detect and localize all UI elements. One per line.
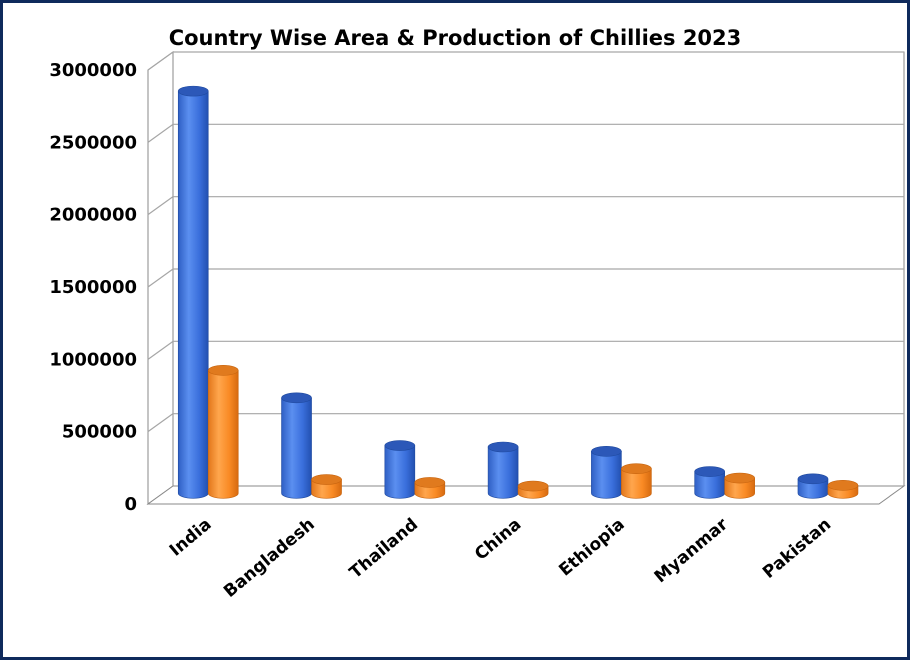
bar-series1	[797, 473, 829, 499]
x-tick-label: Thailand	[346, 515, 422, 583]
gridline-side	[147, 340, 174, 360]
gridline-side	[147, 51, 174, 71]
bar-body	[207, 370, 239, 499]
y-tick-label: 1500000	[49, 277, 137, 298]
bar-series2	[621, 463, 652, 499]
y-tick-label: 0	[124, 494, 137, 515]
chart-walls	[146, 51, 906, 505]
bar-body	[177, 90, 209, 499]
bar-series1	[591, 446, 622, 499]
bar-cap	[827, 480, 859, 491]
y-tick-labels: 0 500000 1000000 1500000 2000000 2500000 30000…	[49, 60, 137, 515]
bar-series2	[207, 365, 239, 499]
gridlines	[147, 51, 904, 433]
bar-cap	[487, 441, 519, 453]
bar-cap	[517, 480, 549, 492]
y-tick-label: 3000000	[49, 60, 137, 81]
bar-series1	[384, 440, 416, 499]
bar-cap	[724, 472, 755, 484]
bar-cap	[591, 446, 622, 457]
y-tick-label: 1000000	[49, 349, 137, 370]
y-tick-label: 2500000	[49, 132, 137, 153]
bar-series2	[311, 474, 342, 499]
bar-cap	[797, 473, 829, 485]
bar-cap	[281, 392, 312, 404]
bar-series1	[177, 85, 209, 499]
y-tick-label: 500000	[62, 422, 137, 443]
bar-body	[384, 445, 416, 499]
bar-body	[621, 468, 652, 499]
gridline-side	[147, 413, 174, 433]
x-tick-label: China	[471, 515, 525, 565]
bar-cap	[207, 365, 239, 376]
bar-series2	[517, 480, 549, 499]
x-tick-labels: India Bangladesh Thailand China Ethiopia Myan…	[166, 514, 835, 602]
gridline-side	[147, 123, 174, 143]
bar-cap	[414, 477, 446, 488]
bar-series1	[694, 466, 725, 499]
bar-cap	[694, 466, 725, 477]
y-tick-label: 2000000	[49, 205, 137, 226]
chart-title: Country Wise Area & Production of Chilli…	[169, 26, 742, 50]
bar-body	[281, 397, 312, 499]
gridline-side	[147, 196, 174, 216]
bar-body	[591, 451, 622, 499]
bar-cap	[384, 440, 416, 451]
x-tick-label: Ethiopia	[555, 515, 628, 581]
bar-series2	[724, 472, 755, 499]
bar-body	[311, 479, 342, 499]
x-tick-label: Bangladesh	[220, 515, 319, 602]
bar-body	[487, 446, 519, 499]
bars	[177, 85, 859, 499]
x-tick-label: Pakistan	[759, 515, 835, 583]
bar-series2	[414, 477, 446, 499]
bar-series1	[487, 441, 519, 499]
bar-series2	[827, 480, 859, 499]
bar-series1	[281, 392, 312, 499]
bar-cap	[177, 85, 209, 97]
bar-body	[724, 477, 755, 499]
x-tick-label: India	[166, 515, 216, 561]
bar-cap	[311, 474, 342, 485]
bar-cap	[621, 463, 652, 475]
x-tick-label: Myanmar	[651, 514, 733, 587]
gridline-side	[147, 268, 174, 288]
